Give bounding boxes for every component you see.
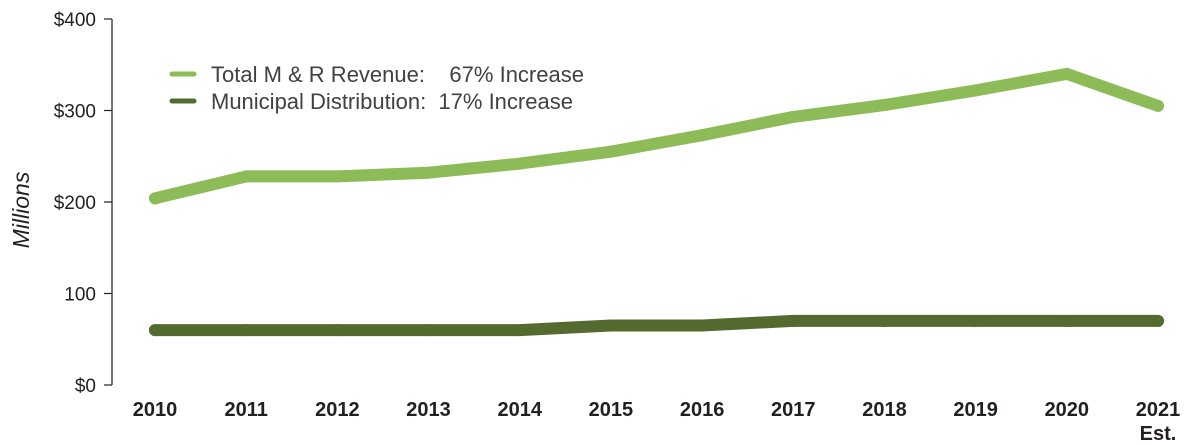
y-tick-label: 100	[64, 285, 96, 306]
y-tick-label: $300	[54, 102, 96, 123]
data-point	[1152, 314, 1164, 327]
x-tick-sublabel: Est.	[1140, 423, 1177, 445]
x-tick-label: 2010	[133, 399, 178, 421]
data-point	[969, 84, 982, 97]
data-point	[696, 319, 709, 332]
x-tick-label: 2018	[862, 399, 907, 421]
x-tick-label: 2015	[589, 399, 634, 421]
data-point	[240, 170, 253, 183]
data-point	[331, 170, 344, 183]
x-tick-label: 2012	[315, 399, 360, 421]
data-point	[422, 324, 435, 337]
data-point	[422, 166, 435, 179]
data-point	[240, 324, 253, 337]
x-tick-label: 2011	[224, 399, 267, 421]
data-point	[1152, 99, 1164, 112]
x-tick-label: 2016	[680, 399, 725, 421]
legend: Total M & R Revenue: 67% IncreaseMunicip…	[169, 62, 584, 114]
data-point	[696, 129, 709, 142]
data-point	[513, 324, 526, 337]
series-line-1	[149, 67, 1164, 205]
data-point	[149, 324, 161, 337]
x-tick-label: 2014	[497, 399, 542, 421]
data-point	[1060, 67, 1073, 80]
x-tick-label: 2019	[953, 399, 998, 421]
data-point	[1060, 314, 1073, 327]
y-tick-label: $200	[54, 193, 96, 214]
y-tick-label: $0	[75, 376, 96, 397]
data-point	[787, 110, 800, 123]
data-point	[149, 192, 161, 205]
x-tick-label: 2017	[771, 399, 816, 421]
y-tick-label: $400	[54, 10, 96, 31]
series-line-2	[149, 314, 1164, 337]
x-axis-ticks: 2010 2011 2012 2013 2014 2015 2016 2017 2018 2019…	[133, 399, 1181, 445]
x-tick-label: 2020	[1045, 399, 1090, 421]
y-axis-ticks: $0 100 $200 $300 $400	[54, 10, 112, 397]
data-point	[331, 324, 344, 337]
legend-label: Municipal Distribution: 17% Increase	[211, 89, 573, 114]
data-point	[969, 314, 982, 327]
data-point	[513, 157, 526, 170]
data-point	[604, 145, 617, 158]
data-point	[787, 314, 800, 327]
x-tick-label: 2013	[406, 399, 451, 421]
series	[149, 67, 1164, 337]
data-point	[878, 99, 891, 112]
data-point	[604, 319, 617, 332]
y-axis-title: Millions	[8, 171, 34, 248]
data-point	[878, 314, 891, 327]
x-tick-label: 2021	[1136, 399, 1181, 421]
legend-label: Total M & R Revenue: 67% Increase	[211, 62, 584, 87]
